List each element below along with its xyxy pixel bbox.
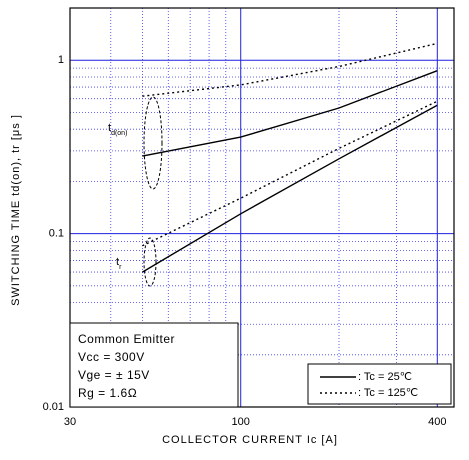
plot-frame: [69, 7, 455, 408]
condition-text: Rg = 1.6Ω: [78, 386, 137, 400]
series-line: [142, 70, 438, 157]
annotation-text: t: [116, 256, 119, 268]
annotation: tr: [116, 256, 122, 271]
group-ellipse: [143, 237, 157, 287]
condition-text: Vcc = 300V: [78, 350, 145, 364]
annotation-sub: d(on): [111, 130, 127, 137]
condition-text: Vge = ± 15V: [78, 368, 150, 382]
y-axis-label: SWITCHING TIME td(on), tr [μs ]: [10, 114, 22, 306]
y-tick-label: 0.01: [43, 401, 64, 413]
x-tick-label: 400: [428, 416, 446, 428]
y-tick-label: 1: [58, 54, 64, 66]
x-tick-label: 100: [232, 416, 250, 428]
series-line: [142, 104, 438, 273]
x-tick-label: 30: [64, 416, 76, 428]
annotation: td(on): [108, 122, 127, 137]
condition-text: Common Emitter: [78, 332, 175, 346]
annotation-sub: r: [119, 264, 122, 271]
legend-label: : Tc = 125℃: [358, 387, 418, 399]
x-axis-label: COLLECTOR CURRENT Ic [A]: [162, 434, 338, 446]
group-ellipse: [143, 96, 163, 190]
legend-box: [307, 363, 452, 405]
legend-label: : Tc = 25℃: [358, 371, 412, 383]
conditions-box: [69, 322, 239, 408]
annotation-text: t: [108, 122, 111, 134]
y-tick-label: 0.1: [49, 228, 64, 240]
